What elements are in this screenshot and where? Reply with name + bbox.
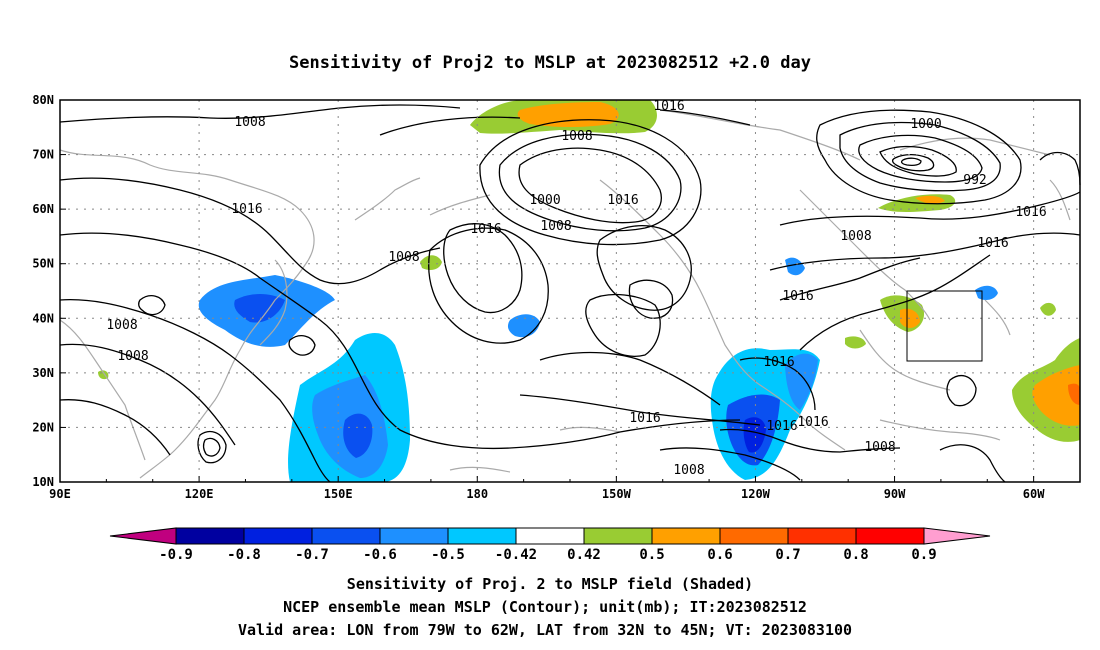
colorbar-tick-label: -0.8 — [227, 547, 261, 563]
lat-tick-label: 40N — [32, 311, 54, 325]
colorbar-under-triangle — [109, 527, 177, 545]
colorbar-tick-label: -0.7 — [295, 547, 329, 563]
lon-tick-label: 150E — [324, 487, 353, 501]
negative-sensitivity-shading — [198, 257, 998, 482]
colorbar-box — [855, 527, 925, 545]
colorbar-tick-label: 0.7 — [775, 547, 800, 563]
lat-tick-label: 50N — [32, 257, 54, 271]
map-axis-ticks: 90E 120E 150E 180 150W 120W 90W 60W 80N 70N 60N 50N… — [32, 93, 1045, 501]
shade-gulf-neg — [785, 353, 818, 410]
contour-label: 1016 — [766, 419, 797, 434]
colorbar-tick-label: -0.9 — [159, 547, 193, 563]
shade-gulf-pos — [845, 336, 866, 349]
map-panel: 1008 1016 1000 1008 1016 1016 1008 1016 … — [32, 93, 1081, 501]
contour-label: 1016 — [470, 222, 501, 237]
contour-label: 1008 — [540, 219, 571, 234]
shade-ne-atl-pos-core — [1032, 365, 1080, 426]
shade-greenland-pos-core — [915, 195, 945, 204]
contour-label: 1016 — [1015, 205, 1046, 220]
colorbar-box — [447, 527, 517, 545]
contour-label: 992 — [963, 173, 986, 188]
valid-area-box — [906, 290, 983, 362]
lon-tick-label: 180 — [466, 487, 488, 501]
lat-tick-label: 70N — [32, 148, 54, 162]
lon-tick-label: 150W — [602, 487, 632, 501]
contour-label: 1008 — [117, 349, 148, 364]
colorbar-tick-label: -0.5 — [431, 547, 465, 563]
colorbar-tick-label: 0.9 — [911, 547, 936, 563]
lat-tick-label: 20N — [32, 420, 54, 434]
colorbar-box — [651, 527, 721, 545]
colorbar-tick-label: 0.6 — [707, 547, 732, 563]
contour-label: 1016 — [782, 289, 813, 304]
colorbar-box — [311, 527, 381, 545]
contour-label: 1016 — [977, 236, 1008, 251]
contour-label: 1008 — [106, 318, 137, 333]
shade-west-us-neg — [785, 257, 805, 276]
colorbar-box — [583, 527, 653, 545]
lon-tick-label: 120W — [741, 487, 771, 501]
positive-sensitivity-shading — [98, 100, 1080, 442]
colorbar-tick-label: 0.5 — [639, 547, 664, 563]
contour-label: 1016 — [231, 202, 262, 217]
colorbar-box — [379, 527, 449, 545]
contour-label: 1000 — [529, 193, 560, 208]
colorbar-tick-label: -0.42 — [495, 547, 537, 563]
shade-aleutian-pos — [420, 255, 442, 270]
colorbar-tick-label: 0.42 — [567, 547, 601, 563]
contour-label: 1000 — [910, 117, 941, 132]
lat-lon-gridlines — [60, 100, 1080, 482]
lon-tick-label: 120E — [185, 487, 214, 501]
lat-tick-label: 10N — [32, 475, 54, 489]
lat-tick-label: 30N — [32, 366, 54, 380]
shade-ne-atl-pos-core2 — [1068, 383, 1080, 405]
shade-wpac-neg-core2 — [343, 413, 373, 458]
contour-label: 1008 — [673, 463, 704, 478]
lon-tick-label: 90E — [49, 487, 71, 501]
colorbar-box — [175, 527, 245, 545]
figure-title: Sensitivity of Proj2 to MSLP at 20230825… — [289, 53, 811, 73]
colorbar: -0.9 -0.8 -0.7 -0.6 -0.5 -0.42 0.42 0.5 0.6 0.7 0.… — [109, 527, 991, 563]
contour-label: 1008 — [234, 115, 265, 130]
colorbar-tick-label: -0.6 — [363, 547, 397, 563]
colorbar-box — [787, 527, 857, 545]
contour-label: 1016 — [763, 355, 794, 370]
colorbar-box — [719, 527, 789, 545]
colorbar-box — [243, 527, 313, 545]
footer-line-3: Valid area: LON from 79W to 62W, LAT fro… — [238, 621, 852, 639]
shade-epac-neg-core2 — [743, 417, 766, 453]
contour-labels: 1008 1016 1000 1008 1016 1016 1008 1016 … — [106, 99, 1046, 478]
contour-label: 1008 — [388, 250, 419, 265]
footer-line-2: NCEP ensemble mean MSLP (Contour); unit(… — [283, 598, 807, 616]
shade-atl-neg — [975, 285, 998, 301]
footer-line-1: Sensitivity of Proj. 2 to MSLP field (Sh… — [347, 575, 753, 593]
coastlines — [59, 109, 1071, 479]
lon-tick-label: 60W — [1023, 487, 1045, 501]
lat-tick-label: 60N — [32, 202, 54, 216]
shade-japan-neg-core — [234, 294, 285, 323]
colorbar-tick-label: 0.8 — [843, 547, 868, 563]
lat-tick-label: 80N — [32, 93, 54, 107]
contour-label: 1016 — [797, 415, 828, 430]
contour-label: 1008 — [864, 440, 895, 455]
contour-label: 1016 — [629, 411, 660, 426]
shade-azores-pos — [1040, 302, 1056, 316]
colorbar-over-triangle — [923, 527, 991, 545]
contour-label: 1008 — [840, 229, 871, 244]
contour-label: 1016 — [653, 99, 684, 114]
contour-label: 1016 — [607, 193, 638, 208]
colorbar-box — [515, 527, 585, 545]
lon-tick-label: 90W — [884, 487, 906, 501]
contour-label: 1008 — [561, 129, 592, 144]
shade-arctic-pos-core — [517, 102, 619, 127]
